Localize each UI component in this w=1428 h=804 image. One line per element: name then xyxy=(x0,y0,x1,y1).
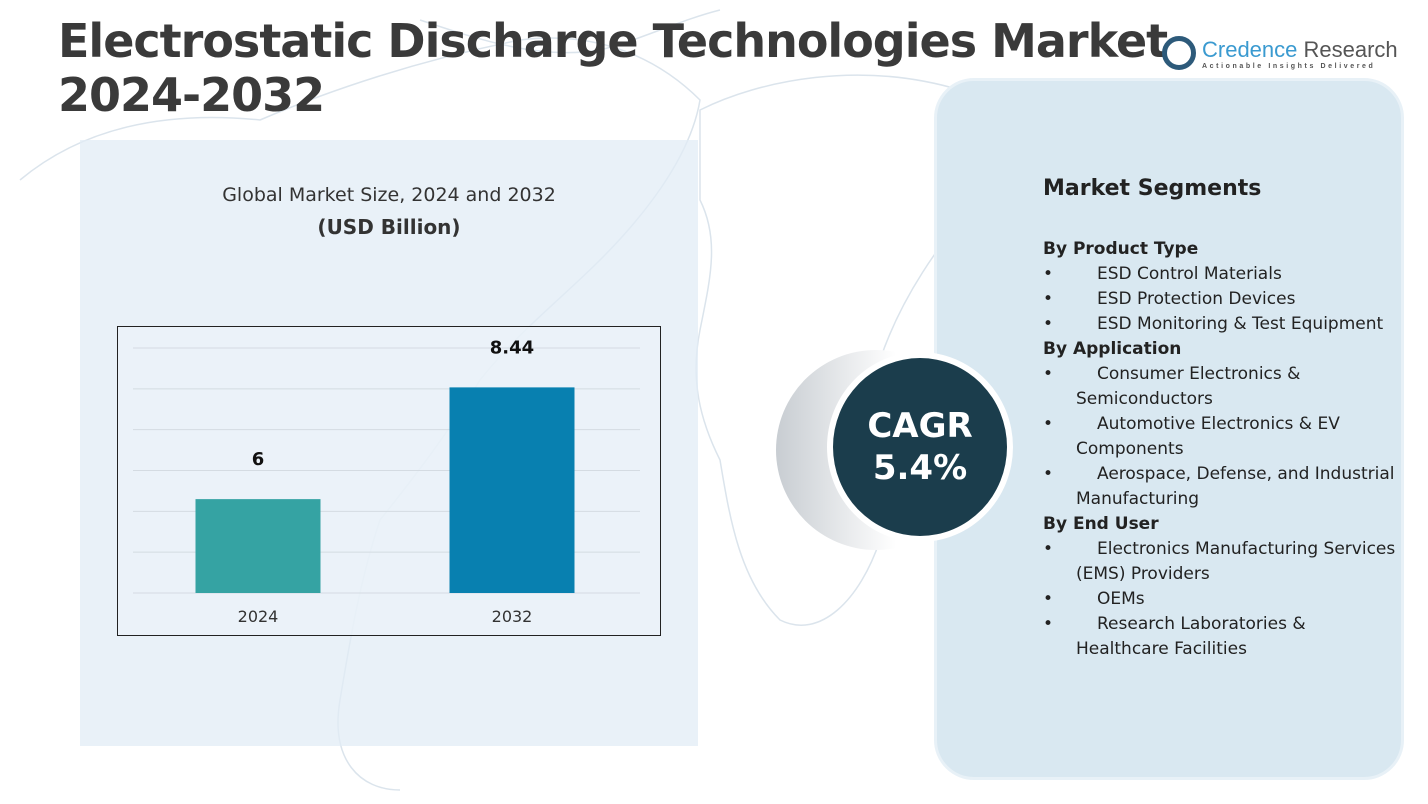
segment-item: • Consumer Electronics & Semiconductors xyxy=(1043,362,1403,412)
bar-chart: 6 2024 8.44 2032 xyxy=(133,337,640,626)
cagr-label: CAGR xyxy=(867,406,973,446)
chart-title: Global Market Size, 2024 and 2032 xyxy=(222,184,556,206)
bullet-icon: • xyxy=(1043,364,1054,384)
segment-item: • Electronics Manufacturing Services (EMS… xyxy=(1043,537,1403,587)
logo-name-2: Research xyxy=(1303,36,1398,62)
bar-chart-logo-icon xyxy=(1162,36,1196,70)
chart-frame: 6 2024 8.44 2032 xyxy=(117,326,661,636)
segment-item: • ESD Monitoring & Test Equipment xyxy=(1043,312,1403,337)
bullet-icon: • xyxy=(1043,314,1054,334)
segment-category: By Product Type xyxy=(1043,239,1199,259)
bullet-icon: • xyxy=(1043,589,1054,609)
credence-research-logo: Credence Research Actionable Insights De… xyxy=(1162,36,1398,70)
logo-name-1: Credence xyxy=(1202,36,1298,62)
page-title-line-1: Electrostatic Discharge Technologies Mar… xyxy=(58,14,1168,68)
segment-item: • Research Laboratories & Healthcare Faci… xyxy=(1043,612,1403,662)
page-title: Electrostatic Discharge Technologies Mar… xyxy=(58,14,1168,122)
bar-2032 xyxy=(449,387,575,593)
bullet-icon: • xyxy=(1043,414,1054,434)
segment-item: • ESD Control Materials xyxy=(1043,262,1403,287)
segment-item-label: Aerospace, Defense, and Industrial Manuf… xyxy=(1076,464,1395,509)
bullet-icon: • xyxy=(1043,464,1054,484)
bullet-icon: • xyxy=(1043,289,1054,309)
segment-item-label: ESD Protection Devices xyxy=(1097,289,1296,309)
segment-category: By Application xyxy=(1043,339,1182,359)
segment-category: By End User xyxy=(1043,514,1159,534)
logo-tagline: Actionable Insights Delivered xyxy=(1202,62,1376,70)
market-segments: Market Segments By Product Type • ESD Cont… xyxy=(1043,176,1403,662)
cagr-badge: CAGR 5.4% xyxy=(827,352,1013,542)
segment-item-label: Automotive Electronics & EV Components xyxy=(1076,414,1340,459)
segment-item: • Aerospace, Defense, and Industrial Manu… xyxy=(1043,462,1403,512)
bullet-icon: • xyxy=(1043,539,1054,559)
segment-item: • Automotive Electronics & EV Components xyxy=(1043,412,1403,462)
segment-item: • OEMs xyxy=(1043,587,1403,612)
chart-subtitle: (USD Billion) xyxy=(317,215,461,239)
data-label: 8.44 xyxy=(490,337,534,358)
segments-heading: Market Segments xyxy=(1043,176,1262,201)
x-tick-label: 2024 xyxy=(238,607,279,626)
cagr-value: 5.4% xyxy=(872,448,968,488)
segment-item-label: ESD Control Materials xyxy=(1097,264,1282,284)
bar-2024 xyxy=(195,499,321,593)
segments-panel xyxy=(934,78,1404,780)
x-tick-label: 2032 xyxy=(492,607,533,626)
bullet-icon: • xyxy=(1043,264,1054,284)
segment-item-label: Consumer Electronics & Semiconductors xyxy=(1076,364,1301,409)
bullet-icon: • xyxy=(1043,614,1054,634)
data-label: 6 xyxy=(252,449,265,470)
segment-item-label: ESD Monitoring & Test Equipment xyxy=(1097,314,1384,334)
segment-item: • ESD Protection Devices xyxy=(1043,287,1403,312)
segment-item-label: OEMs xyxy=(1097,589,1145,609)
segment-item-label: Electronics Manufacturing Services (EMS)… xyxy=(1076,539,1396,584)
segment-item-label: Research Laboratories & Healthcare Facil… xyxy=(1076,614,1306,659)
page-title-line-2: 2024-2032 xyxy=(58,68,325,122)
